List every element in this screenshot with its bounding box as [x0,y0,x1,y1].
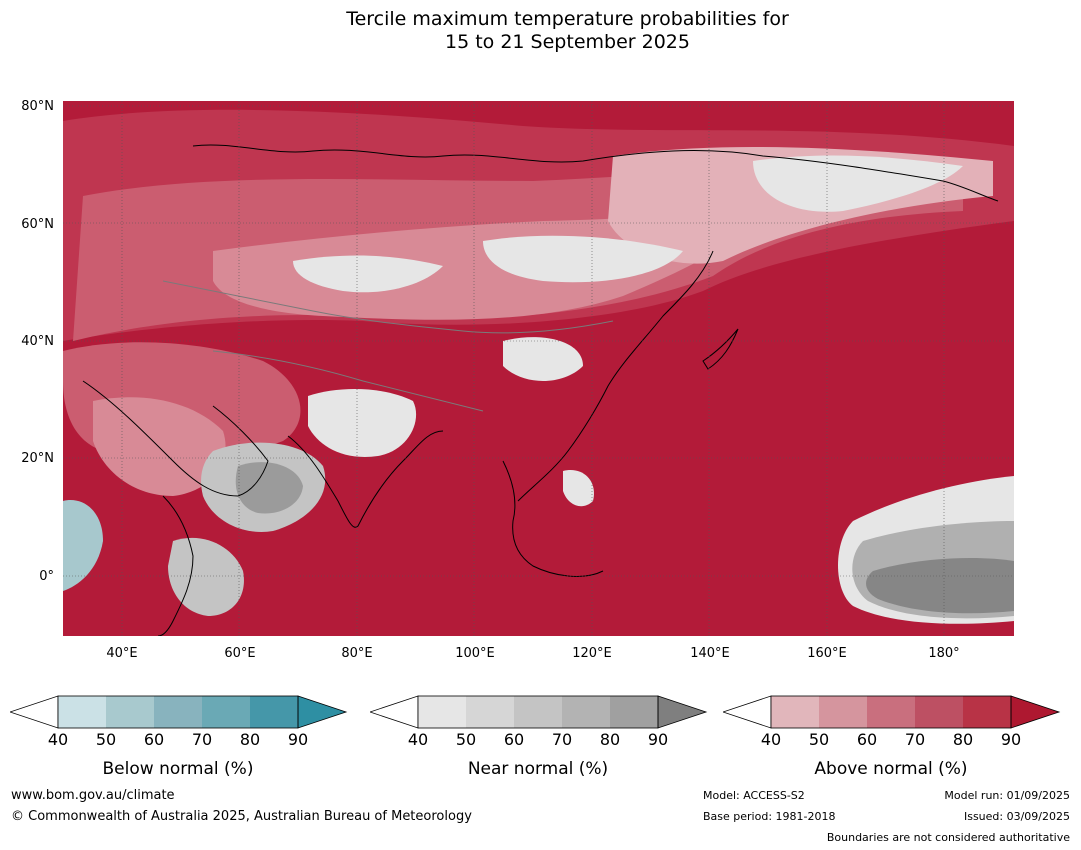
lat-label-80n: 80°N [21,99,54,114]
base-period-text: Base period: 1981-2018 [703,810,836,823]
lon-label-160e: 160°E [807,646,847,661]
zone-near-80-arabian-sea [235,462,303,514]
colorbar-below [10,695,348,729]
colorbar-above-seg-2 [867,696,915,728]
coastline-india [287,430,444,528]
lon-label-140e: 140°E [690,646,730,661]
near-tick-40: 40 [407,730,429,749]
lon-label-120e: 120°E [572,646,612,661]
border-south-asia [212,350,484,412]
lat-label-20n: 20°N [21,451,54,466]
below-tick-70: 70 [191,730,213,749]
model-run-text: Model run: 01/09/2025 [944,789,1070,802]
zone-below-50-africa [63,500,103,591]
near-tick-70: 70 [551,730,573,749]
below-normal-label: Below normal (%) [102,759,254,779]
colorbar-near-min-arrow [370,695,419,729]
lat-label-60n: 60°N [21,217,54,232]
colorbar-below-seg-4 [250,696,298,728]
colorbar-below-seg-0 [58,696,106,728]
zone-near-60-east-africa [168,537,244,616]
lat-label-0: 0° [39,569,54,584]
colorbar-near-seg-1 [466,696,514,728]
colorbar-below-max-arrow [297,695,348,729]
zone-near-40-east-siberia [753,155,963,212]
above-tick-90: 90 [1000,730,1022,749]
colorbar-above [723,695,1061,729]
colorbar-near-seg-3 [562,696,610,728]
colorbar-near-seg-4 [610,696,658,728]
colorbar-below-min-arrow [10,695,59,729]
near-tick-90: 90 [647,730,669,749]
lon-label-180: 180° [928,646,960,661]
coastline-east-asia [517,250,714,502]
coastline-africa [157,495,194,636]
below-tick-40: 40 [47,730,69,749]
lon-label-60e: 60°E [224,646,256,661]
near-tick-50: 50 [455,730,477,749]
below-tick-90: 90 [287,730,309,749]
coastline-arabia [82,380,269,497]
zone-near-40-north-china [503,337,583,381]
probability-map [63,101,1014,636]
colorbar-near-seg-0 [418,696,466,728]
zone-near-40-central-asia [293,255,443,293]
colorbar-above-min-arrow [723,695,772,729]
colorbar-below-seg-1 [106,696,154,728]
below-tick-50: 50 [95,730,117,749]
above-tick-60: 60 [856,730,878,749]
above-tick-80: 80 [952,730,974,749]
website-link[interactable]: www.bom.gov.au/climate [11,788,175,803]
colorbar-above-seg-4 [963,696,1011,728]
colorbar-below-seg-3 [202,696,250,728]
zone-near-90-pacific [866,558,1014,614]
disclaimer-text: Boundaries are not considered authoritat… [826,831,1070,844]
below-tick-60: 60 [143,730,165,749]
near-normal-label: Near normal (%) [467,759,609,779]
near-tick-60: 60 [503,730,525,749]
map-canvas [63,101,1014,636]
zone-above-60-arabia [93,397,226,496]
lon-label-80e: 80°E [341,646,373,661]
colorbar-near-seg-2 [514,696,562,728]
near-tick-80: 80 [599,730,621,749]
graticule [63,101,1014,636]
map-title: Tercile maximum temperature probabilitie… [0,8,1081,54]
colorbar-above-max-arrow [1010,695,1061,729]
below-tick-80: 80 [239,730,261,749]
border-central-asia [162,280,614,334]
above-tick-70: 70 [904,730,926,749]
colorbar-above-seg-1 [819,696,867,728]
colorbar-near-max-arrow [657,695,708,729]
zone-near-40-philippines [563,470,594,507]
zone-near-40-mongolia [483,235,683,283]
coastline-eurasia-north [192,144,999,202]
above-tick-50: 50 [808,730,830,749]
coastline-japan [702,328,739,370]
model-text: Model: ACCESS-S2 [703,789,805,802]
above-tick-40: 40 [760,730,782,749]
colorbar-near [370,695,708,729]
colorbar-above-seg-0 [771,696,819,728]
lon-label-40e: 40°E [106,646,138,661]
colorbar-below-seg-2 [154,696,202,728]
lon-label-100e: 100°E [455,646,495,661]
copyright-text: © Commonwealth of Australia 2025, Austra… [11,809,472,824]
issued-text: Issued: 03/09/2025 [963,810,1070,823]
colorbar-above-seg-3 [915,696,963,728]
lat-label-40n: 40°N [21,334,54,349]
zone-near-40-india [308,389,417,457]
title-line-2: 15 to 21 September 2025 [445,31,690,53]
title-line-1: Tercile maximum temperature probabilitie… [346,8,789,30]
above-normal-label: Above normal (%) [814,759,968,779]
